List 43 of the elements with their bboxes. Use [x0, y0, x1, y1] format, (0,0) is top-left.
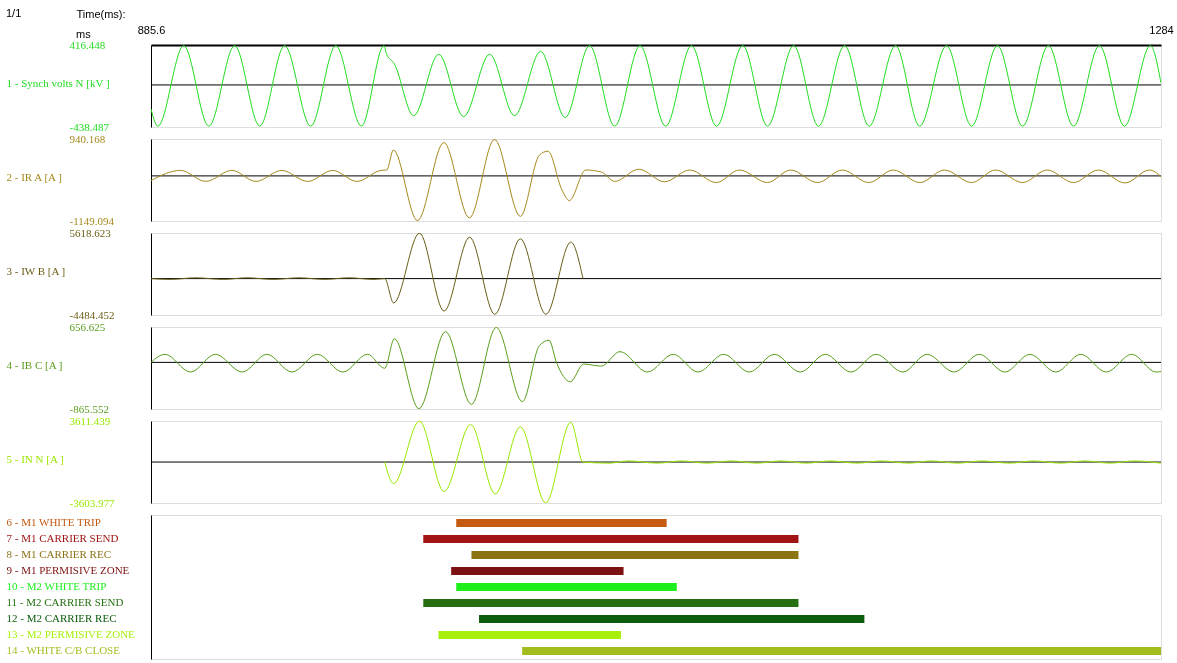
y-axis-title: 1 - Synch volts N [kV ]	[6, 76, 110, 89]
line-series	[151, 327, 1161, 409]
y-tick-label: 416.448	[69, 38, 106, 51]
y-tick-label: -865.552	[69, 402, 109, 415]
y-tick-label: 12 - M2 CARRIER REC	[6, 612, 117, 624]
text: ms	[76, 28, 92, 40]
y-tick-label: -1149.094	[69, 214, 115, 227]
y-tick-label: 6 - M1 WHITE TRIP	[6, 516, 101, 528]
y-tick-label: 14 - WHITE C/B CLOSE	[6, 644, 121, 656]
y-axis-title: 2 - IR A [A ]	[6, 170, 62, 183]
line-series	[151, 45, 1161, 127]
x-tick-label: 885.6	[137, 23, 166, 36]
y-tick-label: 3611.439	[69, 414, 111, 427]
bar	[471, 551, 799, 559]
y-tick-label: 8 - M1 CARRIER REC	[6, 548, 112, 560]
bar	[522, 647, 1161, 655]
text: 1/1	[6, 7, 22, 19]
y-axis-title: 3 - IW B [A ]	[6, 264, 66, 277]
x-axis-title: Time(ms):	[76, 7, 126, 20]
line-series	[151, 139, 1161, 221]
y-tick-label: 5618.623	[69, 226, 112, 239]
bar	[423, 599, 799, 607]
y-tick-label: 10 - M2 WHITE TRIP	[6, 580, 107, 592]
bar	[479, 615, 865, 623]
y-tick-label: 7 - M1 CARRIER SEND	[6, 532, 119, 544]
bar	[438, 631, 622, 639]
y-tick-label: 656.625	[69, 320, 106, 333]
y-tick-label: -3603.977	[69, 496, 115, 509]
y-tick-label: 11 - M2 CARRIER SEND	[6, 596, 124, 608]
y-tick-label: -4484.452	[69, 308, 115, 321]
line-series	[151, 233, 584, 315]
y-tick-label: 9 - M1 PERMISIVE ZONE	[6, 564, 130, 576]
y-axis-title: 5 - IN N [A ]	[6, 452, 64, 465]
y-tick-label: -438.487	[69, 120, 110, 133]
x-tick-label: 1284	[1149, 23, 1174, 36]
bar	[456, 583, 677, 591]
bar	[451, 567, 624, 575]
y-tick-label: 940.168	[69, 132, 106, 145]
line-series	[384, 421, 1161, 503]
y-tick-label: 13 - M2 PERMISIVE ZONE	[6, 628, 136, 640]
bar	[423, 535, 799, 543]
bar	[456, 519, 667, 527]
y-axis-title: 4 - IB C [A ]	[6, 358, 63, 371]
